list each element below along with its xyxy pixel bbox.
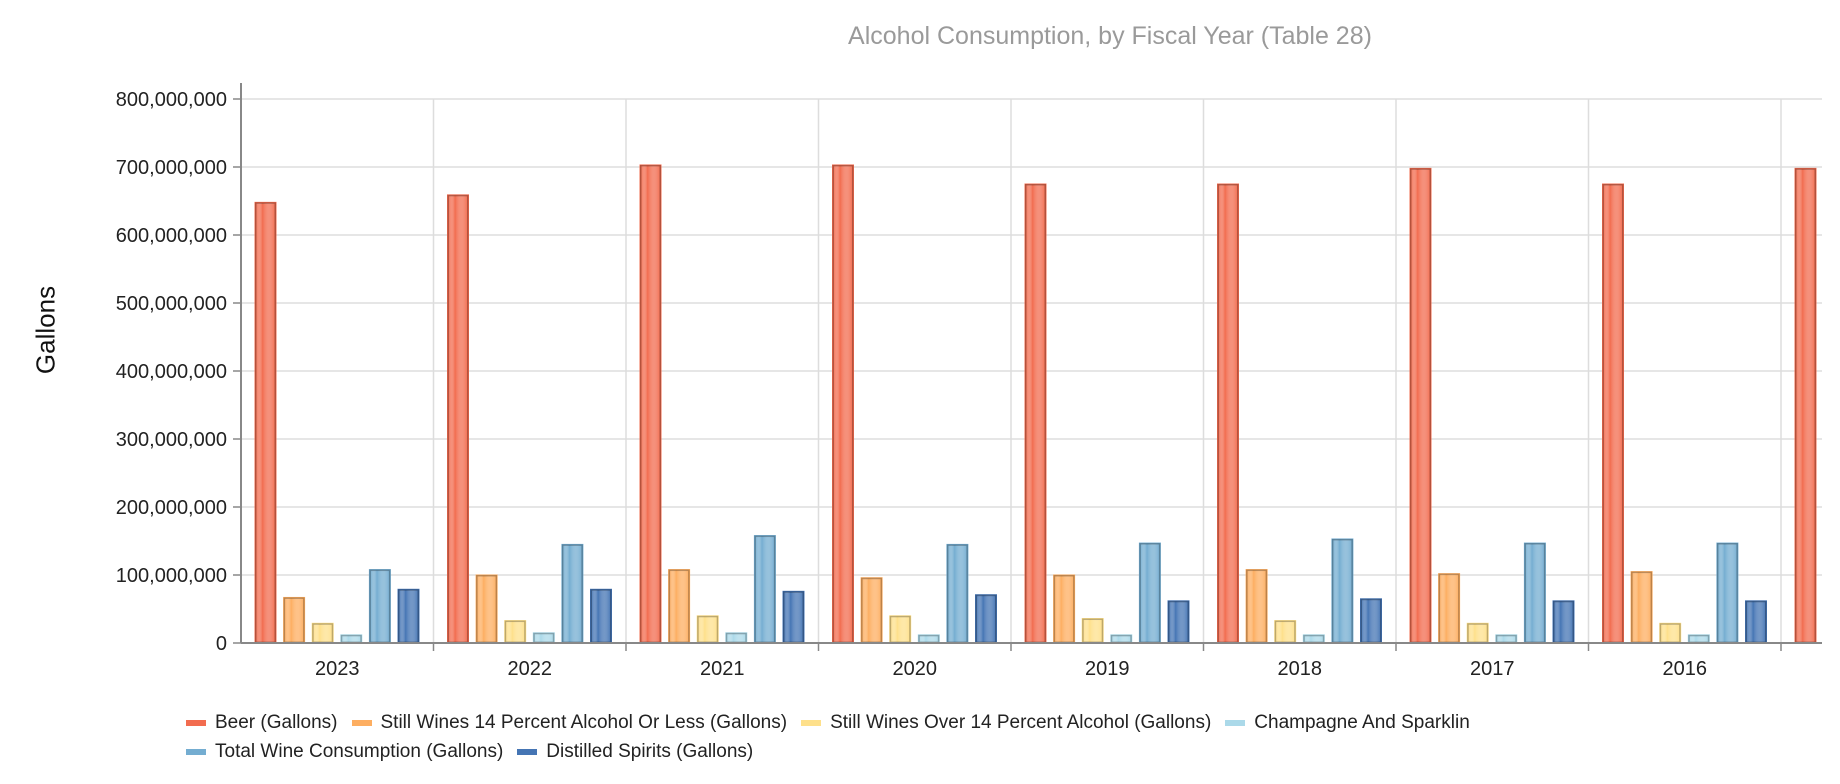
bar-shade	[1110, 634, 1132, 644]
bar-shade	[861, 577, 883, 643]
y-tick-label: 700,000,000	[116, 157, 227, 179]
bar-shade	[398, 589, 419, 644]
bar-shade	[1716, 543, 1738, 643]
bar-shade	[1246, 569, 1268, 643]
bar-shade	[640, 164, 661, 644]
bar-shade	[1438, 573, 1460, 644]
y-tick-label: 500,000,000	[116, 293, 227, 315]
legend-swatch	[1225, 719, 1246, 726]
bar-shade	[283, 597, 305, 644]
bar-shade	[1025, 184, 1046, 643]
legend: Beer (Gallons) Still Wines 14 Percent Alc…	[186, 708, 1840, 766]
bar-shade	[1495, 634, 1517, 644]
bar-shade	[1331, 538, 1353, 644]
legend-item[interactable]: Total Wine Consumption (Gallons)	[186, 737, 503, 766]
x-tick-label: 2021	[700, 658, 745, 680]
y-tick-label: 100,000,000	[116, 565, 227, 587]
legend-label: Beer (Gallons)	[215, 711, 338, 733]
bar-shade	[1524, 543, 1546, 643]
bar-chart: 0 100,000,000 200,000,000 300,000,000 400,00…	[116, 83, 1822, 680]
bar-shade	[1659, 623, 1681, 644]
legend-label: Distilled Spirits (Gallons)	[546, 740, 754, 762]
bar-shade	[1168, 600, 1189, 644]
legend-label: Still Wines Over 14 Percent Alcohol (Gal…	[830, 711, 1212, 733]
bar-shade	[476, 575, 498, 643]
x-tick-label: 2023	[315, 658, 360, 680]
bar-shade	[504, 620, 526, 643]
bar-shade	[1688, 634, 1710, 644]
chart-title: Alcohol Consumption, by Fiscal Year (Tab…	[848, 22, 1372, 50]
bar-shade	[975, 594, 997, 643]
y-tick-label: 0	[216, 633, 227, 655]
bar-shade	[1303, 634, 1325, 644]
bar-shade	[1410, 168, 1431, 644]
legend-item[interactable]: Distilled Spirits (Gallons)	[517, 737, 753, 766]
bar-shade	[1745, 600, 1767, 644]
legend-swatch	[186, 748, 206, 755]
bar-shade	[783, 591, 804, 644]
bar-shade	[668, 569, 690, 643]
y-tick-label: 300,000,000	[116, 429, 227, 451]
bar-shade	[1553, 600, 1574, 644]
bar-shade	[1139, 543, 1161, 643]
bar-shade	[1082, 618, 1104, 644]
y-tick-label: 200,000,000	[116, 497, 227, 519]
x-tick-label: 2019	[1085, 658, 1130, 680]
x-tick-label: 2016	[1663, 658, 1708, 680]
legend-swatch	[186, 719, 206, 726]
bar-shade	[312, 623, 334, 644]
bar-shade	[340, 634, 362, 644]
bar-shade	[725, 632, 747, 643]
x-tick-label: 2018	[1278, 658, 1323, 680]
bar-shade	[889, 615, 911, 643]
bar-shade	[918, 634, 940, 644]
bar-shade	[1217, 184, 1239, 643]
bar-shade	[1053, 575, 1075, 643]
bar-shade	[754, 535, 776, 643]
legend-label: Champagne And Sparklin	[1254, 711, 1470, 733]
bar-shade	[946, 544, 968, 644]
bar-shade	[1467, 623, 1489, 644]
bar-shade	[1602, 184, 1624, 643]
legend-label: Total Wine Consumption (Gallons)	[215, 740, 504, 762]
bar-shade	[1360, 598, 1382, 643]
bar-shade	[1795, 168, 1816, 644]
x-tick-label: 2017	[1470, 658, 1515, 680]
y-tick-label: 800,000,000	[116, 89, 227, 111]
legend-label: Still Wines 14 Percent Alcohol Or Less (…	[380, 711, 788, 733]
bar-shade	[1631, 571, 1653, 643]
bar-shade	[832, 164, 854, 644]
bar-shade	[369, 569, 391, 643]
bar-shade	[561, 544, 583, 644]
y-tick-label: 600,000,000	[116, 225, 227, 247]
legend-item[interactable]: Still Wines 14 Percent Alcohol Or Less (…	[351, 708, 788, 737]
legend-swatch	[801, 719, 822, 726]
bar-shade	[533, 632, 555, 643]
x-tick-label: 2022	[508, 658, 553, 680]
x-tick-label: 2020	[893, 658, 938, 680]
bar-shade	[1274, 620, 1296, 643]
bar-shade	[255, 202, 276, 644]
legend-swatch	[351, 719, 372, 726]
legend-item[interactable]: Champagne And Sparklin	[1225, 708, 1470, 737]
legend-item[interactable]: Still Wines Over 14 Percent Alcohol (Gal…	[801, 708, 1211, 737]
legend-item[interactable]: Beer (Gallons)	[186, 708, 338, 737]
y-tick-label: 400,000,000	[116, 361, 227, 383]
bar-shade	[447, 194, 469, 643]
legend-swatch	[517, 748, 538, 755]
bar-shade	[590, 589, 612, 644]
bar-shade	[697, 615, 719, 643]
